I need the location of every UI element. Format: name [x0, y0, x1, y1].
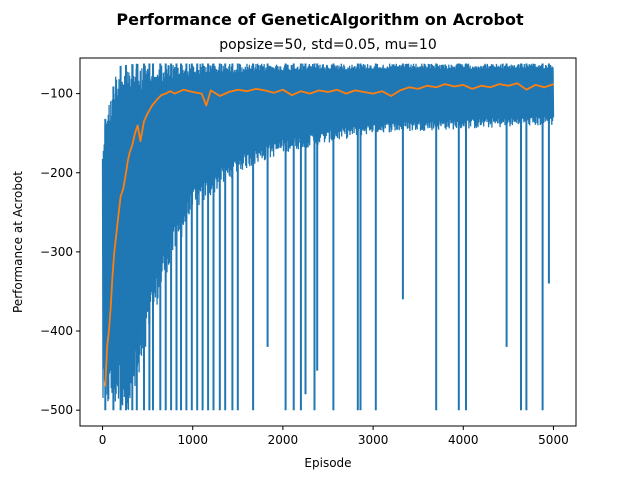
- chart-title: Performance of GeneticAlgorithm on Acrob…: [116, 10, 524, 29]
- x-tick-label: 4000: [448, 433, 479, 447]
- x-tick-label: 5000: [538, 433, 569, 447]
- smoothed-average-line: [104, 82, 554, 387]
- plot-area: [101, 63, 555, 411]
- x-tick-label: 2000: [268, 433, 299, 447]
- x-tick-label: 3000: [358, 433, 389, 447]
- y-tick-label: −200: [40, 166, 73, 180]
- y-tick-label: −500: [40, 403, 73, 417]
- x-tick-label: 1000: [177, 433, 208, 447]
- y-axis: −500 −400 −300 −200 −100: [40, 87, 80, 417]
- y-tick-label: −100: [40, 87, 73, 101]
- chart-subtitle: popsize=50, std=0.05, mu=10: [219, 37, 436, 53]
- axes-frame: [79, 57, 577, 427]
- y-tick-label: −400: [40, 324, 73, 338]
- y-tick-label: −300: [40, 245, 73, 259]
- x-tick-label: 0: [99, 433, 107, 447]
- x-axis-label: Episode: [304, 456, 351, 470]
- y-axis-label: Performance at Acrobot: [11, 171, 25, 313]
- raw-performance-trace: [101, 63, 555, 410]
- x-axis: 0 1000 2000 3000 4000 5000: [99, 426, 569, 447]
